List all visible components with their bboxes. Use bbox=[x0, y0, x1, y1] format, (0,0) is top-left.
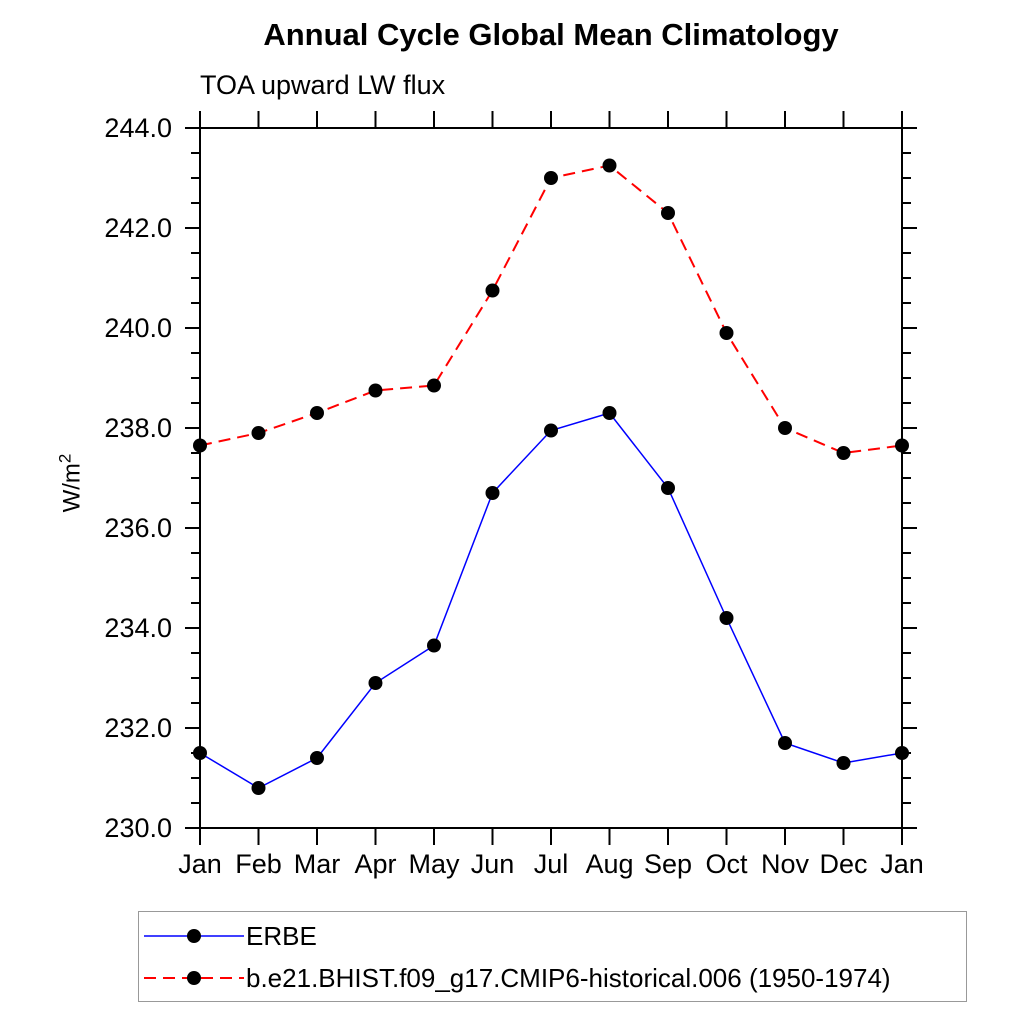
legend-entry-erbe: ERBE bbox=[142, 920, 966, 952]
y-axis-tick-label: 236.0 bbox=[104, 513, 172, 543]
axis-frame bbox=[199, 127, 903, 829]
x-axis-tick-label: May bbox=[408, 849, 460, 879]
data-point-marker bbox=[427, 378, 441, 393]
legend-line-sample-cmip6-historical bbox=[144, 970, 244, 985]
y-axis-tick-label: 234.0 bbox=[104, 613, 172, 643]
data-point-marker bbox=[544, 171, 558, 185]
x-axis-tick-label: Jan bbox=[178, 849, 222, 879]
x-axis-tick-label: Sep bbox=[644, 849, 692, 879]
data-point-marker bbox=[251, 426, 266, 440]
y-axis-tick-label: 232.0 bbox=[104, 713, 172, 743]
x-axis-tick-label: Aug bbox=[585, 849, 633, 879]
data-point-marker bbox=[368, 676, 383, 690]
legend-sample-marker bbox=[187, 928, 201, 943]
data-point-marker bbox=[193, 438, 207, 453]
data-point-marker bbox=[778, 736, 792, 750]
legend-box: ERBE b.e21.BHIST.f09_g17.CMIP6-historica… bbox=[138, 911, 967, 1002]
x-axis-tick-label: Nov bbox=[761, 849, 810, 879]
data-point-marker bbox=[895, 746, 909, 760]
series-line bbox=[199, 412, 903, 789]
y-axis-tick-label: 240.0 bbox=[104, 313, 172, 343]
data-point-marker bbox=[485, 283, 500, 298]
data-point-marker bbox=[544, 423, 558, 438]
data-point-marker bbox=[836, 756, 851, 770]
x-axis-tick-label: Dec bbox=[819, 849, 867, 879]
data-point-marker bbox=[310, 406, 324, 420]
series-line bbox=[199, 164, 903, 455]
data-point-marker bbox=[895, 438, 909, 453]
data-point-marker bbox=[661, 481, 675, 495]
data-point-marker bbox=[602, 406, 617, 420]
data-point-marker bbox=[427, 638, 441, 653]
x-axis-tick-label: Jan bbox=[880, 849, 924, 879]
data-point-marker bbox=[778, 421, 792, 435]
legend-label-cmip6-historical: b.e21.BHIST.f09_g17.CMIP6-historical.006… bbox=[246, 962, 891, 993]
data-point-marker bbox=[836, 446, 851, 460]
x-axis-tick-label: Apr bbox=[354, 849, 396, 879]
y-axis-tick-label: 244.0 bbox=[104, 113, 172, 143]
data-point-marker bbox=[661, 206, 675, 220]
x-axis-tick-label: Feb bbox=[235, 849, 282, 879]
data-point-marker bbox=[310, 751, 324, 765]
data-point-marker bbox=[193, 746, 207, 760]
y-axis-tick-label: 238.0 bbox=[104, 413, 172, 443]
chart-title: Annual Cycle Global Mean Climatology bbox=[263, 17, 839, 52]
x-axis-tick-label: Mar bbox=[294, 849, 341, 879]
legend-entry-cmip6-historical: b.e21.BHIST.f09_g17.CMIP6-historical.006… bbox=[142, 962, 966, 994]
x-axis-tick-label: Jul bbox=[534, 849, 569, 879]
data-point-marker bbox=[602, 158, 617, 173]
data-point-marker bbox=[719, 611, 734, 625]
legend-line-sample-erbe bbox=[144, 928, 244, 943]
x-axis-tick-label: Jun bbox=[471, 849, 515, 879]
x-axis-tick-label: Oct bbox=[705, 849, 748, 879]
y-axis-tick-label: 230.0 bbox=[104, 813, 172, 843]
data-point-marker bbox=[368, 383, 383, 398]
data-point-marker bbox=[719, 326, 734, 340]
data-point-marker bbox=[485, 486, 500, 500]
data-point-marker bbox=[251, 781, 266, 795]
legend-label-erbe: ERBE bbox=[246, 920, 317, 951]
chart-subtitle: TOA upward LW flux bbox=[200, 70, 446, 100]
legend-sample-marker bbox=[187, 970, 201, 985]
y-axis-tick-label: 242.0 bbox=[104, 213, 172, 243]
